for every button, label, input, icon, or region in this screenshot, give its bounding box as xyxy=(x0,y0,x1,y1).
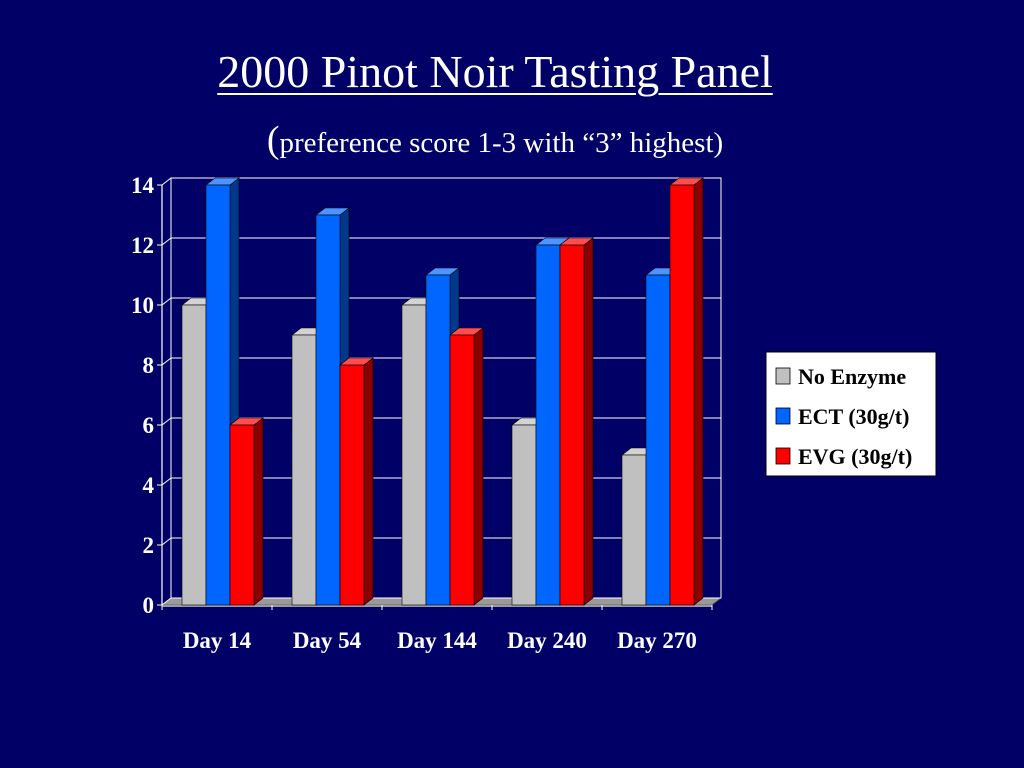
y-tick-label: 8 xyxy=(143,353,155,378)
bar-front xyxy=(181,304,207,606)
x-tick-label: Day 270 xyxy=(617,628,697,653)
legend-label: ECT (30g/t) xyxy=(798,404,909,429)
bar-side xyxy=(473,327,484,606)
slide-title: 2000 Pinot Noir Tasting Panel xyxy=(217,46,773,97)
bar-front xyxy=(425,274,451,606)
bar-front xyxy=(229,424,255,606)
y-tick-label: 0 xyxy=(143,593,155,618)
y-tick-label: 10 xyxy=(131,293,154,318)
bar xyxy=(449,327,484,606)
y-tick-label: 14 xyxy=(131,173,155,198)
bar-front xyxy=(449,334,475,606)
subtitle-paren: ( xyxy=(266,119,280,161)
gridline-side xyxy=(161,477,172,486)
bar-front xyxy=(315,214,341,606)
gridline-side xyxy=(161,297,172,306)
bar-front xyxy=(669,184,695,606)
x-tick-label: Day 14 xyxy=(183,628,252,653)
y-tick-label: 4 xyxy=(143,473,155,498)
bar-front xyxy=(535,244,561,606)
gridline-side xyxy=(161,537,172,546)
bar xyxy=(339,357,374,606)
gridline-side xyxy=(161,357,172,366)
bar xyxy=(229,417,264,606)
x-tick-label: Day 240 xyxy=(507,628,587,653)
bar-side xyxy=(693,177,704,606)
bar-front xyxy=(559,244,585,606)
slide-subtitle: (preference score 1-3 with “3” highest) xyxy=(0,118,990,170)
legend-swatch xyxy=(775,367,791,385)
subtitle-text: preference score 1-3 with “3” highest) xyxy=(279,127,724,159)
x-tick-label: Day 144 xyxy=(397,628,477,653)
bar-side xyxy=(363,357,374,606)
plot-floor-edge xyxy=(162,605,712,607)
legend-swatch xyxy=(775,407,791,425)
x-axis-ticks: Day 14 Day 54 Day 144 Day 240 Day 270 xyxy=(161,605,713,653)
y-tick-label: 2 xyxy=(143,533,155,558)
y-tick-label: 6 xyxy=(143,413,155,438)
bar-front xyxy=(401,304,427,606)
bar-front xyxy=(511,424,537,606)
x-tick-label: Day 54 xyxy=(293,628,362,653)
bar-side xyxy=(253,417,264,606)
bar-side xyxy=(583,237,594,606)
legend-swatch xyxy=(775,447,791,465)
bar-front xyxy=(205,184,231,606)
bar-front xyxy=(291,334,317,606)
bar-front xyxy=(339,364,365,606)
bar-front xyxy=(645,274,671,606)
bars xyxy=(181,177,704,606)
legend: No Enzyme ECT (30g/t) EVG (30g/t) xyxy=(765,351,937,477)
gridline-side xyxy=(161,597,172,606)
y-tick-label: 12 xyxy=(131,233,154,258)
bar xyxy=(669,177,704,606)
legend-label: EVG (30g/t) xyxy=(798,444,912,469)
legend-box xyxy=(765,351,937,477)
gridline-side xyxy=(161,237,172,246)
gridline-side xyxy=(161,417,172,426)
bar-front xyxy=(621,454,647,606)
y-axis-ticks: 0 2 4 6 8 10 12 14 xyxy=(131,173,162,618)
gridline-side xyxy=(161,177,172,186)
bar xyxy=(559,237,594,606)
legend-label: No Enzyme xyxy=(798,364,906,389)
